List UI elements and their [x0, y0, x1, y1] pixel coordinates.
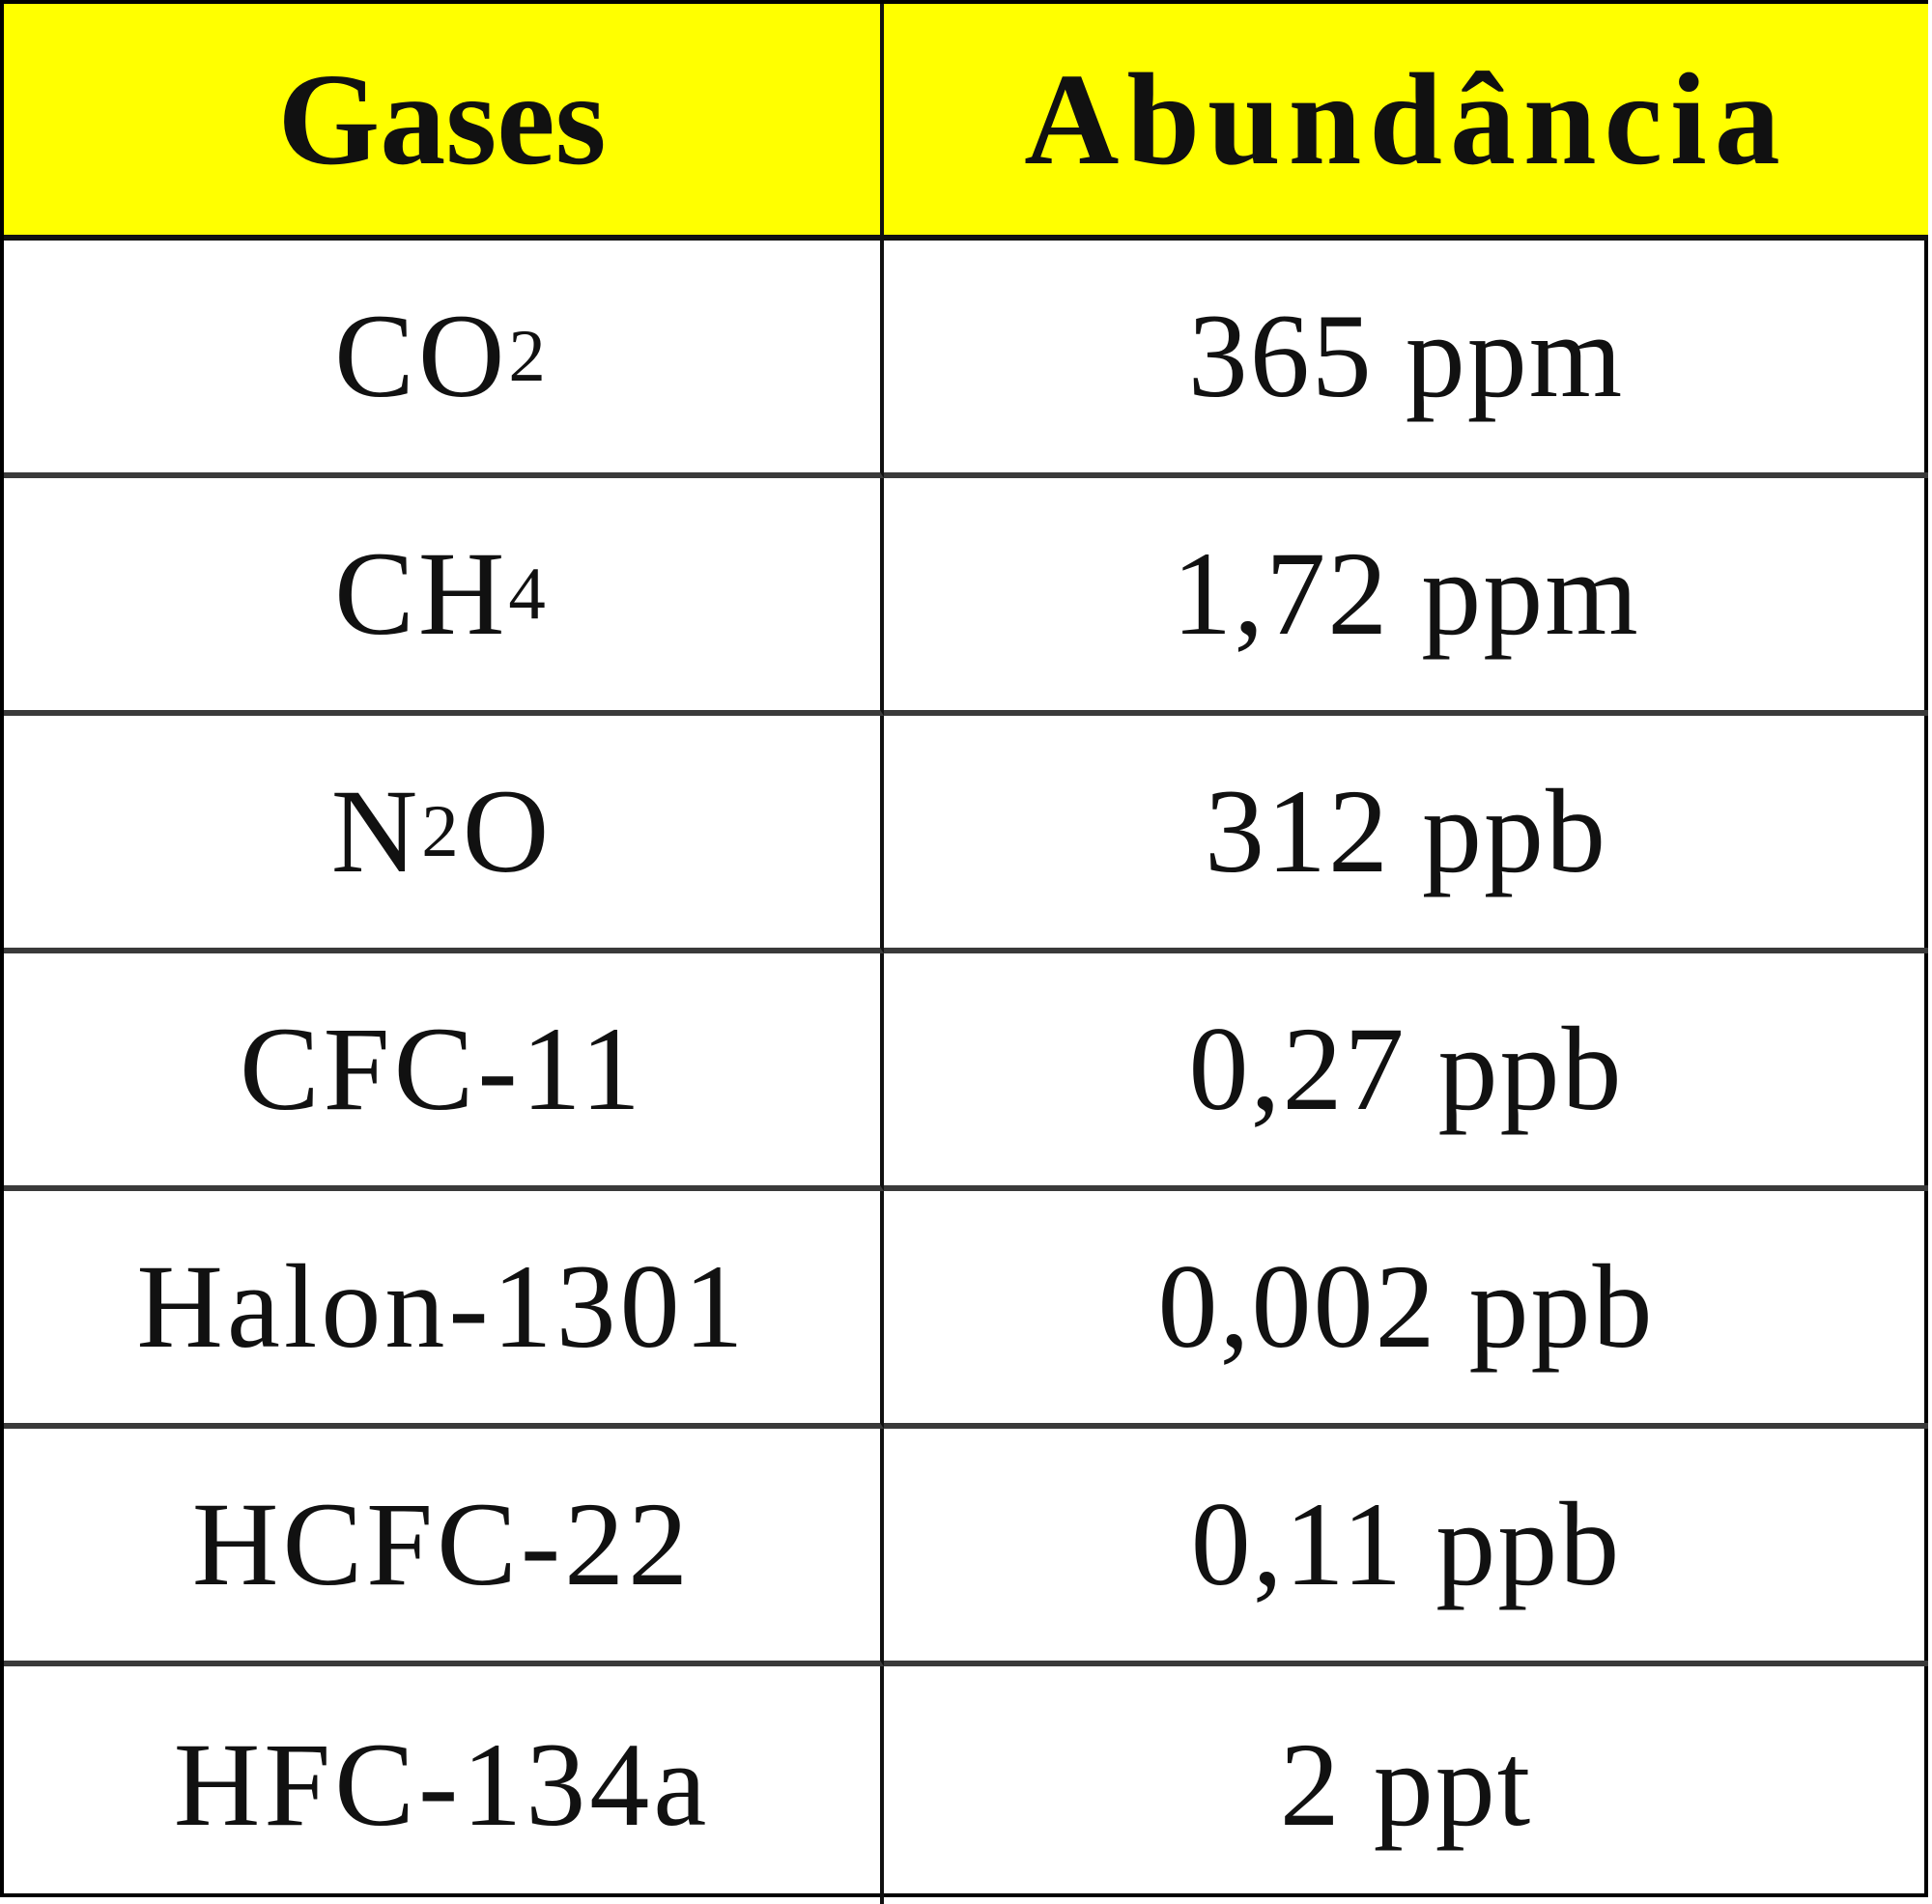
gas-cell: HFC-134a [4, 1666, 884, 1904]
header-abundancia: Abundância [884, 4, 1928, 241]
header-gases: Gases [4, 4, 884, 241]
gas-name: HFC-134a [173, 1719, 711, 1851]
gas-name: Halon-1301 [136, 1240, 748, 1373]
gas-suffix: O [462, 765, 554, 897]
abundance-cell: 0,11 ppb [884, 1429, 1928, 1666]
gas-cell: CO 2 [4, 241, 884, 478]
abundance-cell: 312 ppb [884, 716, 1928, 953]
gas-name: N [330, 765, 422, 897]
gas-name: HCFC-22 [191, 1478, 693, 1610]
gas-cell: HCFC-22 [4, 1429, 884, 1666]
gas-name: CFC-11 [239, 1003, 645, 1135]
abundance-cell: 0,27 ppb [884, 953, 1928, 1191]
gas-name: CH [334, 527, 509, 660]
gas-cell: CH 4 [4, 478, 884, 716]
abundance-cell: 0,002 ppb [884, 1191, 1928, 1429]
abundance-cell: 2 ppt [1279, 1719, 1533, 1851]
gas-name: CO [334, 290, 509, 422]
gas-cell: Halon-1301 [4, 1191, 884, 1429]
gas-cell: CFC-11 [4, 953, 884, 1191]
abundance-cell: 365 ppm [884, 241, 1928, 478]
abundance-cell: 1,72 ppm [884, 478, 1928, 716]
